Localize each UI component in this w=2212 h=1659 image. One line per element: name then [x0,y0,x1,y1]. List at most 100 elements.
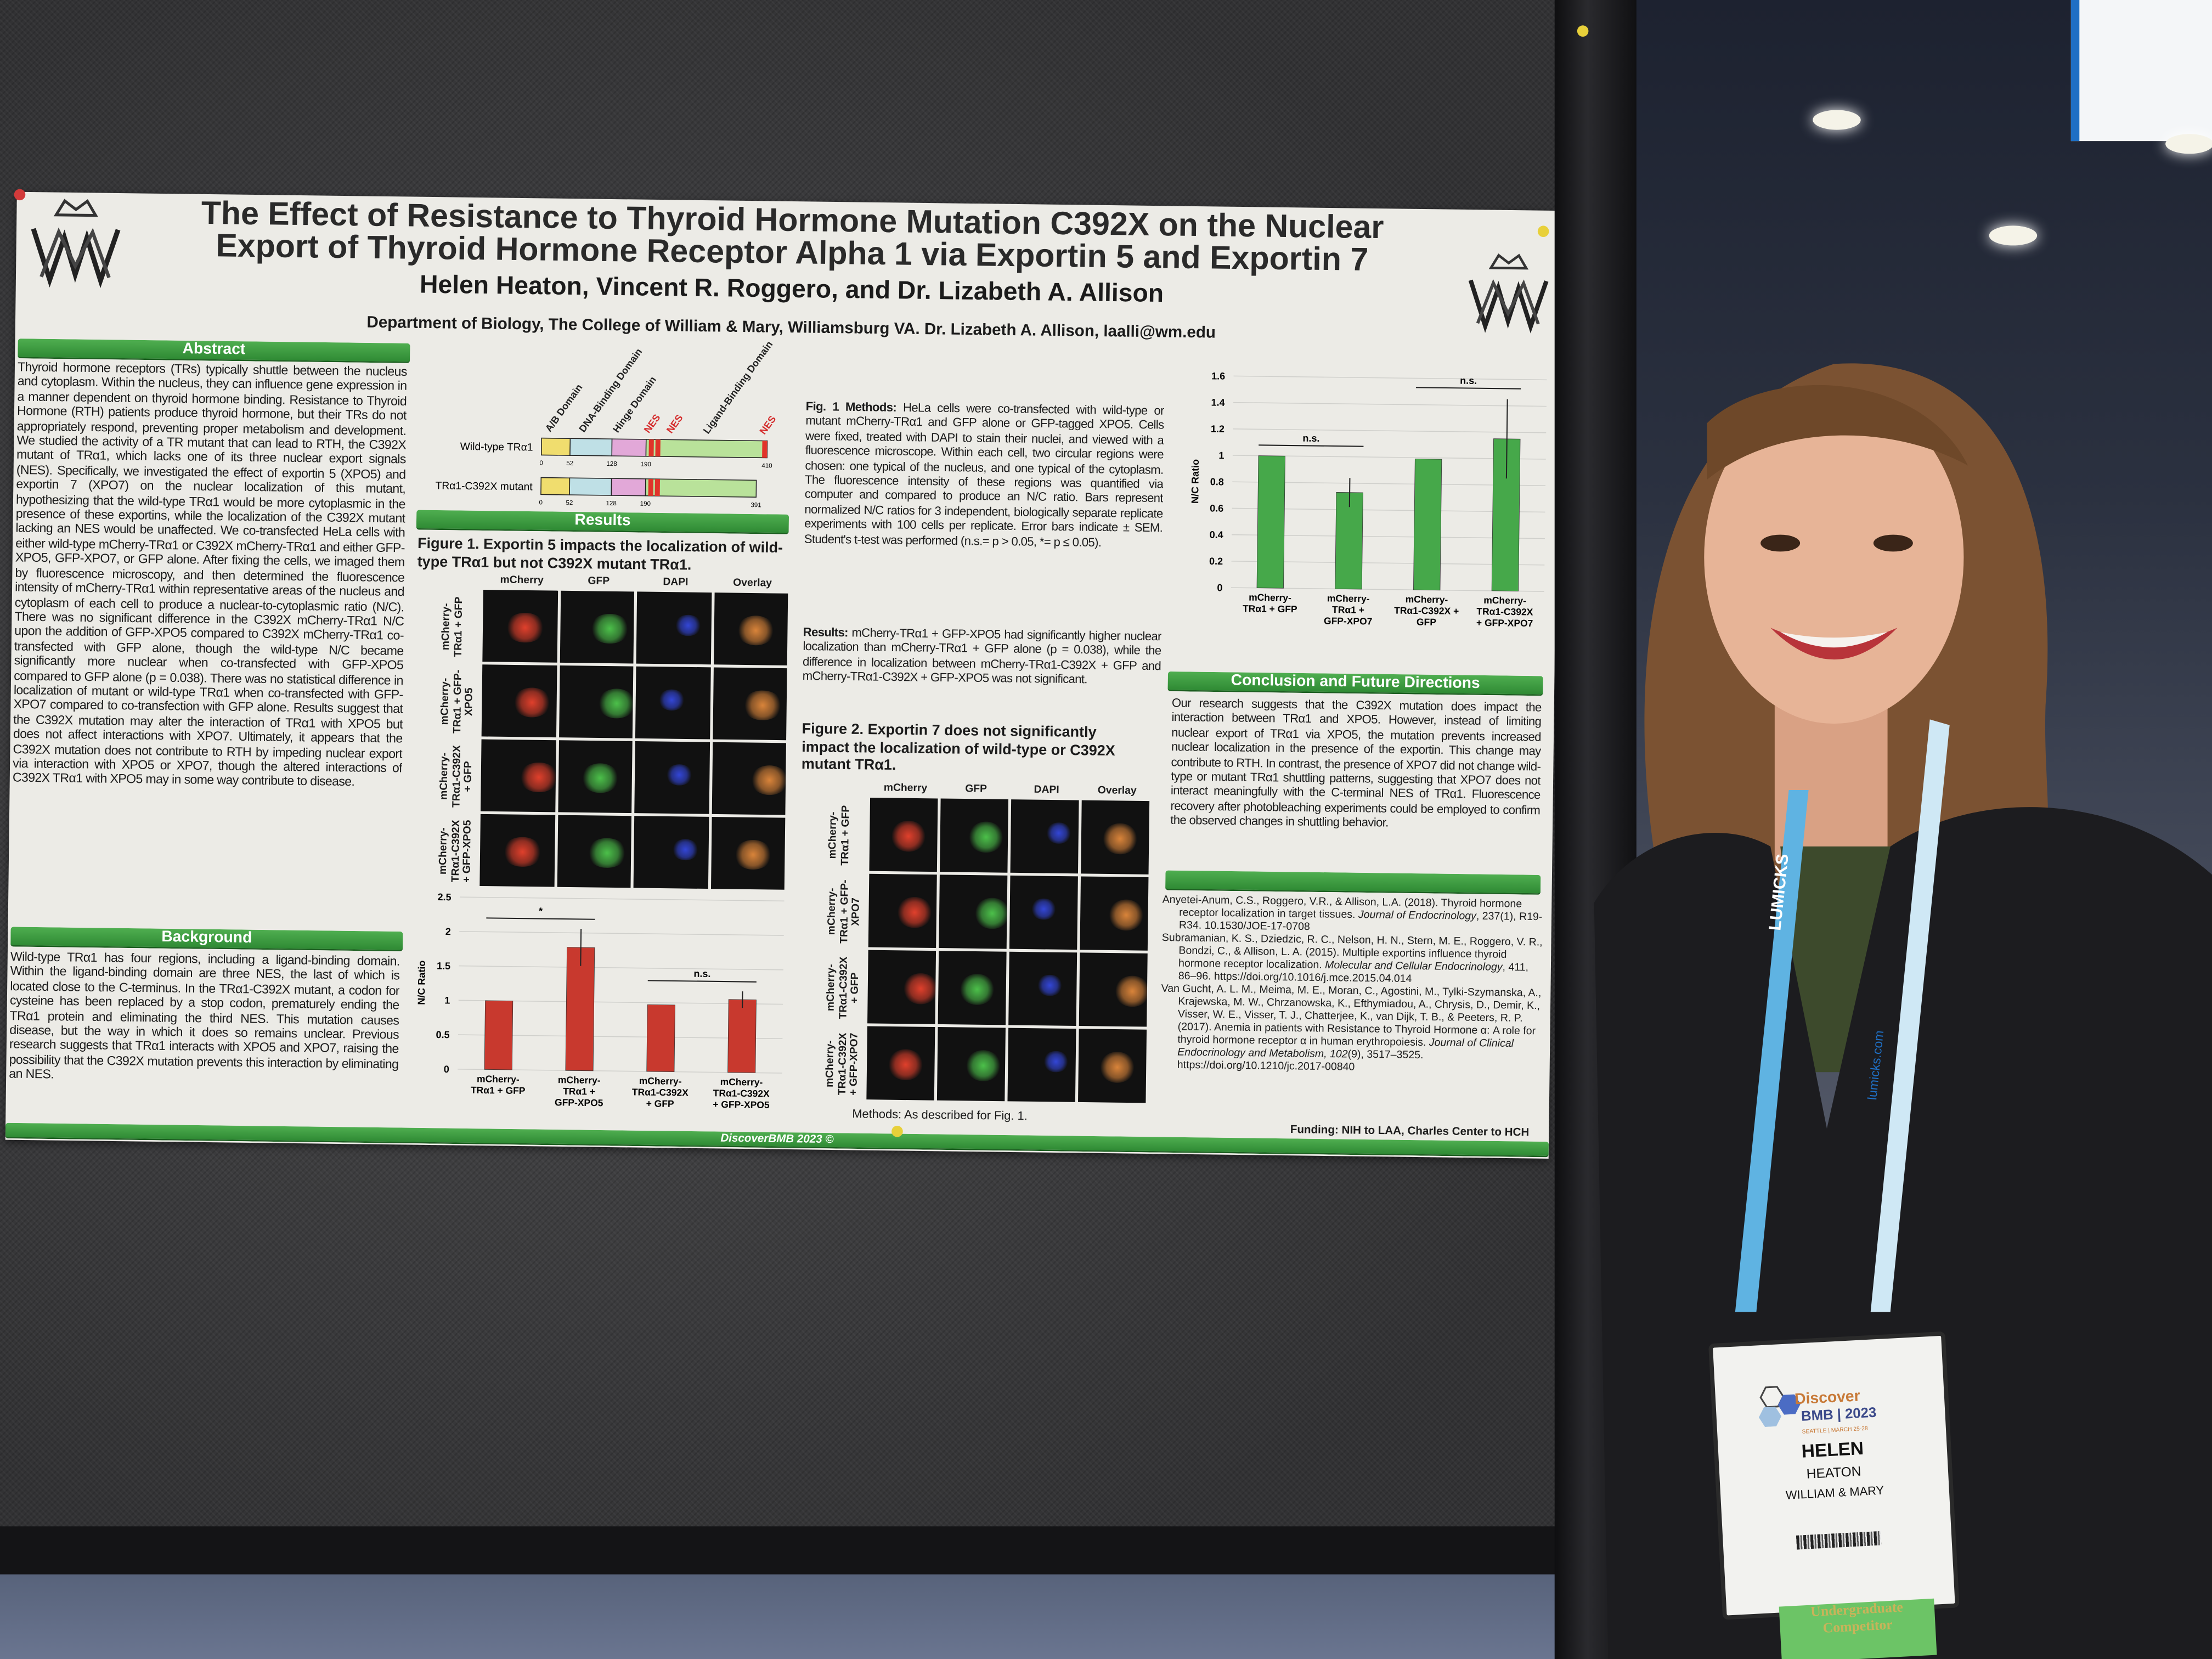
domain-segment [541,437,571,456]
residue-tick: 0 [539,499,543,506]
nes-mark [655,439,661,457]
badge-event-location: SEATTLE | MARCH 25-28 [1802,1424,1868,1435]
domain-segment [569,477,612,496]
domain-segment [611,478,646,496]
cell-fluorescence [580,763,620,793]
cell-fluorescence [896,897,933,928]
micrograph-panel [938,951,1007,1025]
gridline [1233,428,1547,433]
figure1-methods: Fig. 1 Methods: HeLa cells were co-trans… [804,399,1164,601]
residue-tick: 0 [539,460,543,466]
significance-label: n.s. [1302,433,1319,444]
bar [646,1004,675,1073]
methods-text: HeLa cells were co-transfected with wild… [804,400,1165,549]
significance-bracket [647,980,757,983]
x-category-label: GFP [1417,617,1437,628]
micrograph-panel [557,740,633,814]
reference-item: Van Gucht, A. L. M., Meima, M. E., Moran… [1160,982,1542,1075]
condition-label: mCherry-TRα1-C392X + GFP [823,956,861,1019]
domain-label: NES [642,412,663,435]
ceiling-light [1813,110,1861,130]
x-category-label: GFP-XPO5 [555,1097,603,1108]
cell-fluorescence [890,821,927,852]
micrograph-panel [1009,875,1078,950]
channel-label: Overlay [733,575,772,589]
cell-fluorescence [1114,975,1148,1007]
error-bar [1505,399,1508,479]
cell-fluorescence [658,689,686,710]
teeth [1780,632,1888,648]
bar [1256,455,1285,589]
residue-tick: 190 [640,501,651,507]
references-heading-bar [1165,870,1541,895]
lanyard-left [1735,790,1809,1312]
results-label: Results: [803,624,848,640]
micrograph-panel [1078,1029,1147,1103]
micrograph-panel [1008,951,1077,1026]
domain-segment [645,439,768,459]
micrograph-panel [480,739,556,812]
x-category-label: TRα1-C392X [1476,606,1533,617]
x-category-label: mCherry- [1406,594,1448,605]
x-category-label: TRα1-C392X [632,1086,689,1098]
carpet-floor [0,1571,1609,1659]
figure2-methods: Methods: As described for Fig. 1. [852,1106,1028,1123]
micrograph-panel [556,815,632,888]
bar [727,999,757,1073]
micrograph-panel [633,816,709,889]
condition-label: mCherry-TRα1 + GFP [438,596,465,657]
error-bar [580,929,582,966]
x-category-label: TRα1-C392X + [1394,605,1459,616]
micrograph-panel [936,1027,1006,1102]
micrograph-panel [482,590,557,663]
residue-tick: 190 [641,461,651,468]
right-eye [1873,534,1913,552]
cell-fluorescence [1037,975,1062,997]
gridline [460,896,785,902]
y-tick-label: 1.4 [1211,397,1224,408]
y-tick-label: 1 [444,995,450,1006]
x-category-label: TRα1 + GFP [471,1085,526,1096]
cell-fluorescence [968,821,1004,853]
domain-segment [611,438,647,457]
y-tick-label: 1.6 [1211,370,1225,381]
results-text: mCherry-TRα1 + GFP-XPO5 had significantl… [802,625,1161,687]
gridline [1233,375,1547,381]
x-category-label: mCherry- [477,1073,520,1085]
nes-mark [762,441,768,458]
badge-event-year: BMB | 2023 [1801,1406,1877,1425]
cell-fluorescence [1043,1051,1068,1073]
residue-tick: 52 [566,460,573,467]
significance-label: n.s. [693,968,710,979]
cell-fluorescence [590,613,629,644]
research-poster: The Effect of Resistance to Thyroid Horm… [5,191,1560,1159]
micrograph-panel [866,1026,935,1101]
x-category-label: mCherry- [1483,595,1526,606]
micrograph-panel [481,664,557,738]
domain-segment [569,438,613,456]
x-category-label: + GFP-XPO5 [713,1099,770,1110]
nes-mark [648,478,653,496]
x-category-label: TRα1 + GFP [1243,603,1297,614]
cell-fluorescence [505,612,545,643]
bar [1491,438,1521,591]
y-tick-label: 2 [445,926,451,937]
abstract-heading: Abstract [18,338,410,363]
domain-segment [645,478,757,498]
construct-label: Wild-type TRα1 [460,441,533,454]
micrograph-panel [634,741,709,814]
y-tick-label: 0.8 [1210,476,1224,487]
figure2-caption: Figure 2. Exportin 7 does not significan… [801,720,1115,774]
figure2-bar-chart: N/C Ratio 0 0.2 0.4 0.6 0.8 1 1.2 1.4 1.6 mCherry-… [1189,370,1547,629]
micrograph-panel [713,592,788,665]
significance-bracket [486,917,595,920]
condition-label: mCherry-TRα1-C392X + GFP [437,745,475,808]
micrograph-panel [1010,799,1079,874]
micrograph-panel [1079,952,1148,1027]
micrograph-panel [939,874,1008,949]
push-pin [14,189,26,201]
y-axis-label: N/C Ratio [1189,459,1201,504]
y-tick-label: 0.2 [1209,556,1223,567]
